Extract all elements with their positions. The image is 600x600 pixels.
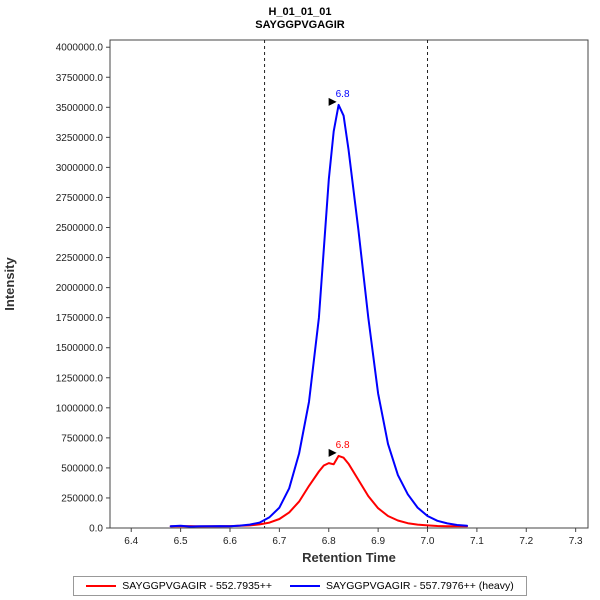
y-tick-label: 750000.0 <box>61 433 103 444</box>
x-tick-label: 6.4 <box>124 536 138 547</box>
series-line-1[interactable] <box>169 103 468 528</box>
legend-item-1[interactable]: SAYGGPVGAGIR - 557.7976++ (heavy) <box>290 580 514 592</box>
chart-title-line1: H_01_01_01 <box>268 6 332 18</box>
x-tick-label: 7.3 <box>569 536 583 547</box>
x-tick-label: 6.7 <box>272 536 286 547</box>
y-tick-label: 500000.0 <box>61 463 103 474</box>
chromatogram-plot: 0.0 250000.0 500000.0 750000.0 1000000.0 1250… <box>2 39 589 565</box>
x-tick-label: 6.9 <box>371 536 385 547</box>
legend-line-sample <box>290 585 321 587</box>
x-axis-label: Retention Time <box>302 550 396 565</box>
x-tick-label: 7.1 <box>470 536 484 547</box>
y-tick-label: 1750000.0 <box>56 313 104 324</box>
y-tick-label: 1500000.0 <box>56 343 104 354</box>
y-tick-label: 3000000.0 <box>56 163 104 174</box>
legend-label: SAYGGPVGAGIR - 557.7976++ (heavy) <box>326 580 514 592</box>
x-tick-label: 6.6 <box>223 536 237 547</box>
y-tick-label: 250000.0 <box>61 493 103 504</box>
legend-line-sample <box>86 585 117 587</box>
legend-wrap: SAYGGPVGAGIR - 552.7935++ SAYGGPVGAGIR - … <box>0 574 600 600</box>
x-tick-label: 6.8 <box>322 536 336 547</box>
legend-item-0[interactable]: SAYGGPVGAGIR - 552.7935++ <box>86 580 272 592</box>
peak-label[interactable]: 6.8 <box>336 440 350 451</box>
plot-frame <box>109 39 589 529</box>
y-tick-label: 3500000.0 <box>56 103 104 114</box>
y-tick-label: 3250000.0 <box>56 133 104 144</box>
y-tick-label: 2000000.0 <box>56 283 104 294</box>
y-tick-label: 2250000.0 <box>56 253 104 264</box>
chart-title-line2: SAYGGPVGAGIR <box>255 19 345 31</box>
x-tick-label: 7.0 <box>421 536 435 547</box>
y-tick-label: 2500000.0 <box>56 223 104 234</box>
y-tick-label: 3750000.0 <box>56 73 104 84</box>
y-axis-label: Intensity <box>2 257 17 311</box>
x-tick-label: 6.5 <box>174 536 188 547</box>
x-tick-label: 7.2 <box>519 536 533 547</box>
y-tick-label: 4000000.0 <box>56 43 104 54</box>
peak-arrow-icon <box>328 448 337 457</box>
legend-label: SAYGGPVGAGIR - 552.7935++ <box>122 580 273 592</box>
y-tick-label: 1000000.0 <box>56 403 104 414</box>
y-tick-label: 1250000.0 <box>56 373 104 384</box>
y-tick-label: 0.0 <box>89 524 103 535</box>
legend: SAYGGPVGAGIR - 552.7935++ SAYGGPVGAGIR - … <box>73 576 527 596</box>
y-tick-label: 2750000.0 <box>56 193 104 204</box>
peak-arrow-icon <box>328 97 337 106</box>
chart-title: H_01_01_01 SAYGGPVGAGIR <box>0 0 600 34</box>
peak-label[interactable]: 6.8 <box>336 89 350 100</box>
